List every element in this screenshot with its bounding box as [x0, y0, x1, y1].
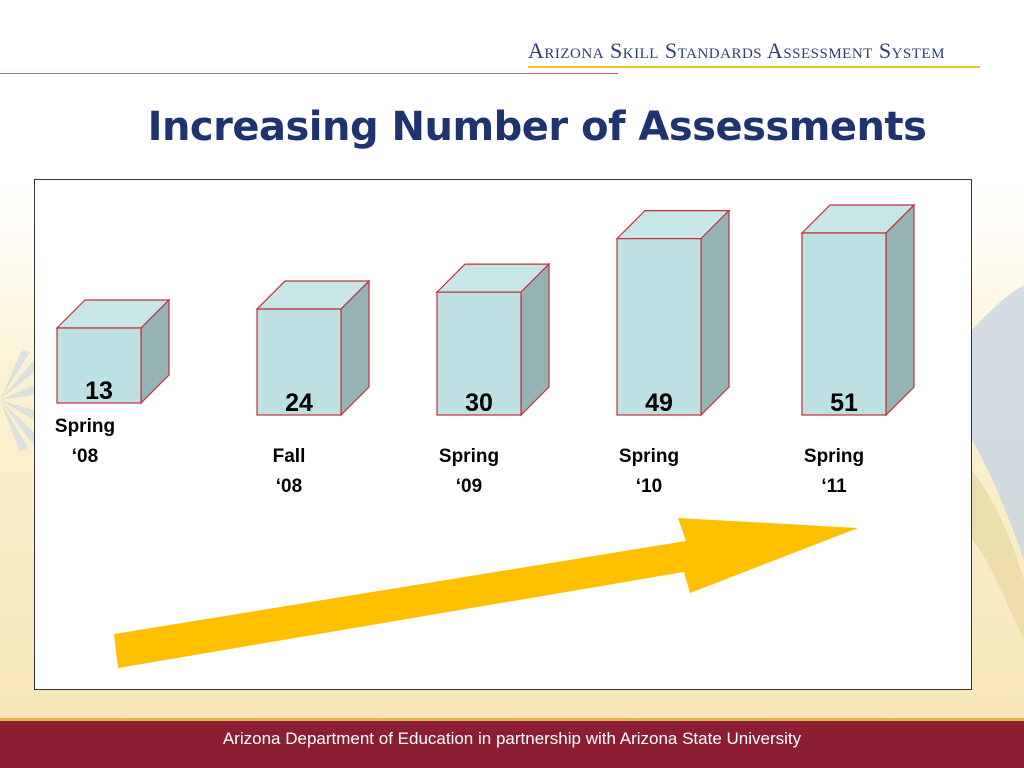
- footer-text: Arizona Department of Education in partn…: [222, 729, 802, 748]
- data-label-2: 30: [465, 389, 493, 417]
- category-label-4-1: ‘11: [821, 476, 847, 497]
- data-label-0: 13: [85, 377, 113, 405]
- bar-side-4: [885, 203, 915, 417]
- category-label-1-1: ‘08: [276, 476, 302, 497]
- right-swoosh-decoration: [972, 285, 1024, 640]
- category-label-2-1: ‘09: [456, 476, 482, 497]
- data-label-1: 24: [285, 389, 313, 417]
- assessments-bar-chart: 13 Spring ‘08 24 Fall ‘08 30 Spring ‘09 49 Spring ‘…: [55, 203, 916, 668]
- category-label-1-0: Fall: [273, 446, 306, 467]
- bar-side-3: [700, 209, 730, 417]
- bar-2: [436, 291, 522, 416]
- category-label-0-1: ‘08: [72, 446, 98, 467]
- bar-1: [256, 308, 342, 416]
- slide-title: Increasing Number of Assessments: [147, 104, 927, 150]
- header-divider-line: [0, 73, 618, 74]
- data-label-3: 49: [645, 389, 673, 417]
- category-label-2-0: Spring: [439, 446, 499, 467]
- header-underline: [528, 66, 980, 68]
- category-label-0-0: Spring: [55, 416, 115, 437]
- header-system-name: Arizona Skill Standards Assessment Syste…: [528, 38, 945, 63]
- bar-3: [616, 238, 702, 416]
- category-label-3-0: Spring: [619, 446, 679, 467]
- category-label-3-1: ‘10: [636, 476, 662, 497]
- data-label-4: 51: [830, 389, 858, 417]
- footer-bar: [0, 718, 1024, 768]
- bar-0: [56, 327, 142, 404]
- bar-4: [801, 232, 887, 416]
- left-sunburst-decoration: [0, 350, 34, 452]
- trend-arrow: [114, 518, 858, 668]
- category-label-4-0: Spring: [804, 446, 864, 467]
